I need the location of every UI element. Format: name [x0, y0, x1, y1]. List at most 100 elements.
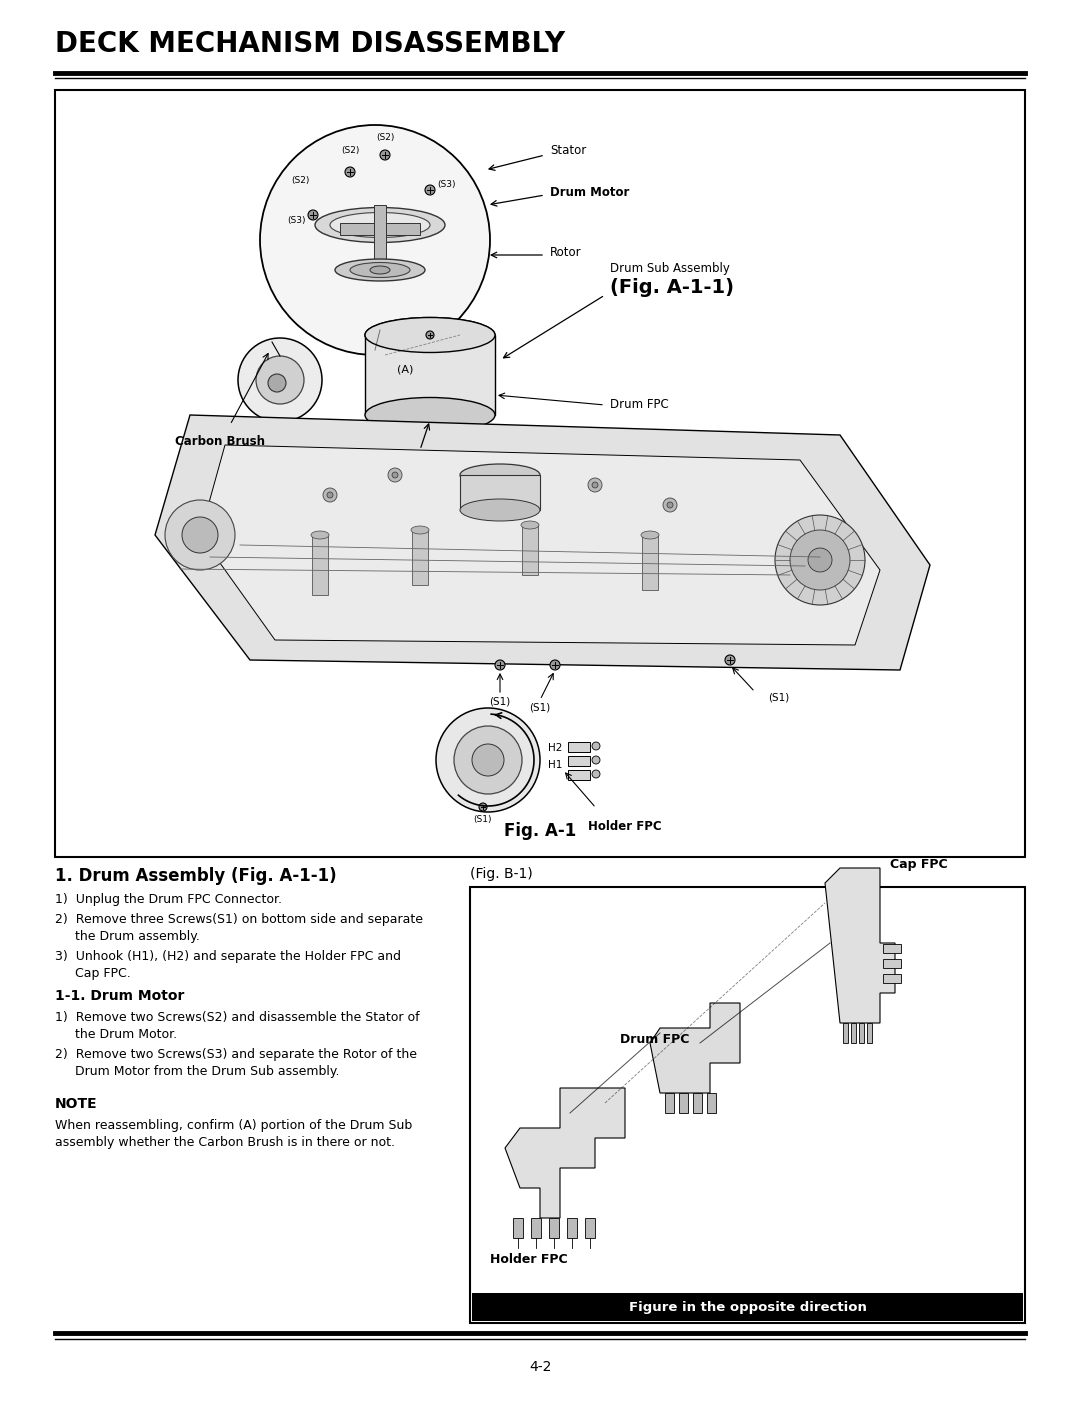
Text: (A): (A) [396, 365, 414, 375]
Text: H1: H1 [548, 760, 563, 770]
Bar [470, 887, 1025, 1324]
Polygon shape [650, 1003, 740, 1093]
Circle shape [667, 502, 673, 509]
Text: Fig. A-1: Fig. A-1 [504, 822, 576, 840]
Text: the Drum Motor.: the Drum Motor. [55, 1028, 177, 1041]
Ellipse shape [330, 212, 430, 237]
Bar [843, 1023, 848, 1043]
Circle shape [592, 756, 600, 764]
Circle shape [663, 497, 677, 511]
Circle shape [775, 516, 865, 606]
Bar [883, 974, 901, 984]
Text: (S1): (S1) [489, 697, 511, 707]
Bar [707, 1093, 716, 1113]
Bar [851, 1023, 856, 1043]
Text: (S3): (S3) [287, 215, 307, 225]
Text: Cap FPC.: Cap FPC. [55, 967, 131, 981]
Circle shape [268, 374, 286, 392]
Bar [365, 334, 495, 414]
Text: When reassembling, confirm (A) portion of the Drum Sub: When reassembling, confirm (A) portion o… [55, 1118, 413, 1132]
Ellipse shape [411, 525, 429, 534]
Circle shape [480, 804, 487, 811]
Text: (S1): (S1) [474, 815, 492, 823]
Circle shape [238, 339, 322, 421]
Text: (S2): (S2) [341, 146, 360, 155]
Bar [568, 756, 590, 766]
Circle shape [808, 548, 832, 572]
Circle shape [436, 708, 540, 812]
Text: DECK MECHANISM DISASSEMBLY: DECK MECHANISM DISASSEMBLY [55, 30, 565, 58]
Text: 2)  Remove three Screws(S1) on bottom side and separate: 2) Remove three Screws(S1) on bottom sid… [55, 913, 423, 926]
Polygon shape [156, 414, 930, 670]
Text: H2: H2 [548, 743, 563, 753]
Polygon shape [505, 1087, 625, 1218]
Bar [549, 1218, 559, 1238]
Text: Stator: Stator [550, 143, 586, 156]
Text: 4-2: 4-2 [529, 1360, 551, 1374]
Bar [585, 1218, 595, 1238]
Ellipse shape [350, 263, 410, 278]
Bar [883, 944, 901, 953]
Bar [522, 525, 538, 575]
Circle shape [183, 517, 218, 554]
Bar [859, 1023, 864, 1043]
Bar [411, 530, 428, 584]
Text: (S2): (S2) [376, 133, 394, 142]
Text: (Fig. A-1-1): (Fig. A-1-1) [610, 278, 734, 296]
Text: Drum Sub Assembly: Drum Sub Assembly [610, 261, 730, 275]
Bar [568, 742, 590, 752]
Polygon shape [200, 445, 880, 645]
Text: 1)  Unplug the Drum FPC Connector.: 1) Unplug the Drum FPC Connector. [55, 894, 282, 906]
Text: the Drum assembly.: the Drum assembly. [55, 930, 200, 943]
Ellipse shape [460, 499, 540, 521]
Bar [665, 1093, 674, 1113]
Text: Drum FPC: Drum FPC [620, 1033, 689, 1045]
Text: (S1): (S1) [529, 702, 551, 712]
Text: Drum Motor from the Drum Sub assembly.: Drum Motor from the Drum Sub assembly. [55, 1065, 339, 1078]
Text: (Fig. B-1): (Fig. B-1) [470, 867, 532, 881]
Text: 1. Drum Assembly (Fig. A-1-1): 1. Drum Assembly (Fig. A-1-1) [55, 867, 337, 885]
Ellipse shape [335, 259, 426, 281]
Circle shape [592, 482, 598, 488]
Text: Cap FPC: Cap FPC [890, 858, 947, 871]
Ellipse shape [365, 398, 495, 433]
Bar [374, 205, 386, 260]
Bar [867, 1023, 872, 1043]
Circle shape [380, 150, 390, 160]
Circle shape [392, 472, 399, 478]
Text: Drum FPC: Drum FPC [610, 399, 669, 412]
Circle shape [260, 125, 490, 355]
Ellipse shape [315, 208, 445, 243]
Circle shape [454, 726, 522, 794]
Circle shape [592, 770, 600, 778]
Bar [568, 770, 590, 780]
Ellipse shape [370, 266, 390, 274]
Bar [679, 1093, 688, 1113]
Bar [55, 90, 1025, 857]
Bar [312, 535, 328, 594]
Text: Figure in the opposite direction: Figure in the opposite direction [629, 1301, 866, 1314]
Circle shape [256, 355, 303, 405]
Ellipse shape [365, 318, 495, 353]
Text: Holder FPC: Holder FPC [490, 1253, 568, 1266]
Circle shape [550, 660, 561, 670]
Bar [513, 1218, 523, 1238]
Circle shape [588, 478, 602, 492]
Bar [567, 1218, 577, 1238]
Text: Carbon Brush: Carbon Brush [175, 436, 265, 448]
Text: assembly whether the Carbon Brush is in there or not.: assembly whether the Carbon Brush is in … [55, 1137, 395, 1149]
Ellipse shape [365, 318, 495, 353]
Text: 1)  Remove two Screws(S2) and disassemble the Stator of: 1) Remove two Screws(S2) and disassemble… [55, 1012, 420, 1024]
Circle shape [789, 530, 850, 590]
Polygon shape [825, 868, 895, 1023]
Text: 2)  Remove two Screws(S3) and separate the Rotor of the: 2) Remove two Screws(S3) and separate th… [55, 1048, 417, 1061]
Circle shape [308, 209, 318, 221]
Bar [883, 960, 901, 968]
Bar [531, 1218, 541, 1238]
Circle shape [426, 185, 435, 195]
Ellipse shape [521, 521, 539, 530]
Ellipse shape [642, 531, 659, 540]
Circle shape [165, 500, 235, 570]
Circle shape [323, 488, 337, 502]
Bar [460, 475, 540, 510]
